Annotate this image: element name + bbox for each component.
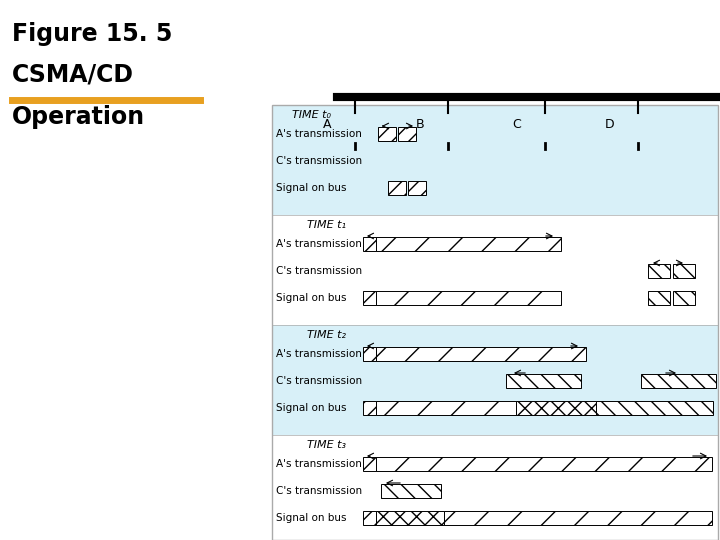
Text: TIME t₃: TIME t₃ [307,440,346,450]
Bar [619,116,657,138]
Text: C: C [512,118,521,131]
Text: B: B [415,118,424,131]
Bar [363,347,376,361]
Bar [624,149,652,158]
Bar [272,435,718,540]
Bar [378,127,396,141]
Bar [272,325,718,435]
Bar [616,113,660,143]
Text: Signal on bus: Signal on bus [276,403,346,413]
Text: D: D [604,118,614,131]
Bar [408,181,426,195]
Bar [341,149,369,158]
Bar [381,484,441,498]
Text: TIME t₂: TIME t₂ [307,330,346,340]
Bar [641,374,716,388]
Bar [531,149,559,158]
Bar [272,105,718,215]
Bar [398,127,416,141]
Text: C's transmission: C's transmission [276,376,362,386]
Bar [376,457,712,471]
Text: C's transmission: C's transmission [276,486,362,496]
Bar [506,374,581,388]
Bar [526,116,564,138]
Text: Figure 15. 5: Figure 15. 5 [12,22,172,46]
Text: A's transmission: A's transmission [276,349,362,359]
Bar [376,291,561,305]
Bar [363,237,376,251]
Text: A's transmission: A's transmission [276,459,362,469]
Bar [388,181,406,195]
Text: TIME t₀: TIME t₀ [292,110,331,120]
Text: Operation: Operation [12,105,145,129]
Bar [363,457,376,471]
Bar [648,291,670,305]
Bar [363,511,376,525]
Bar [434,149,462,158]
Bar [523,113,567,143]
Text: A's transmission: A's transmission [276,129,362,139]
Bar [272,215,718,325]
Text: A's transmission: A's transmission [276,239,362,249]
Text: Signal on bus: Signal on bus [276,513,346,523]
Bar [363,291,376,305]
Bar [673,264,695,278]
Bar [648,264,670,278]
Bar [596,401,713,415]
Bar [376,511,444,525]
Text: TIME t₁: TIME t₁ [307,220,346,230]
Text: CSMA/CD: CSMA/CD [12,62,134,86]
Bar [376,401,516,415]
Bar [376,347,586,361]
Bar [429,116,467,138]
Text: Signal on bus: Signal on bus [276,183,346,193]
Text: A: A [323,118,331,131]
Bar [272,105,718,540]
Bar [444,511,712,525]
Text: C's transmission: C's transmission [276,266,362,276]
Bar [333,113,377,143]
Bar [516,401,596,415]
Text: Signal on bus: Signal on bus [276,293,346,303]
Bar [363,401,376,415]
Bar [336,116,374,138]
Bar [673,291,695,305]
Text: C's transmission: C's transmission [276,156,362,166]
Bar [376,237,561,251]
Bar [426,113,470,143]
